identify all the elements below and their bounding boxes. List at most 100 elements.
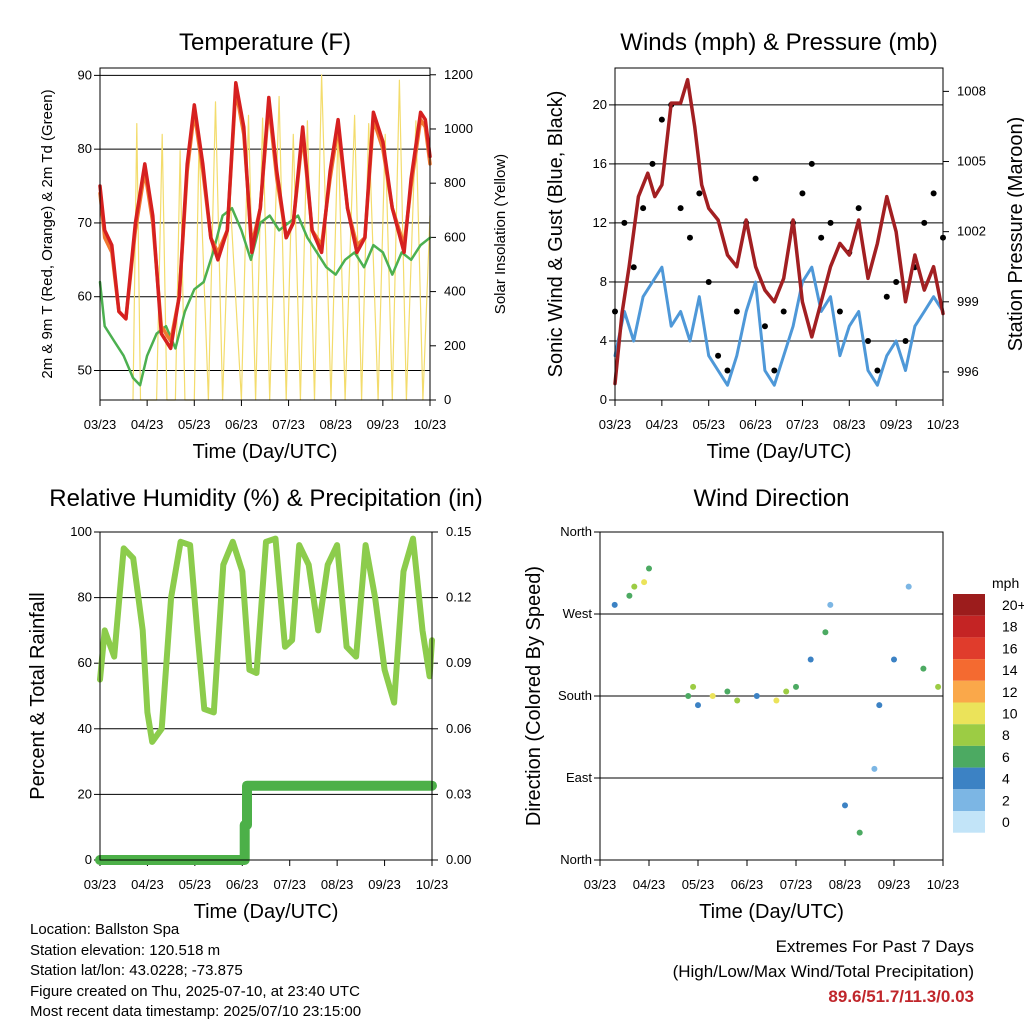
- direction-point: [891, 656, 897, 663]
- y-tick-label: East: [566, 770, 592, 785]
- legend-label: 14: [1002, 662, 1018, 678]
- y-tick-label: North: [560, 852, 592, 867]
- x-tick-label: 06/23: [225, 417, 258, 432]
- y2-tick-label: 0.12: [446, 590, 471, 605]
- x-tick-label: 03/23: [599, 417, 632, 432]
- gust-point: [715, 352, 722, 359]
- direction-point: [905, 583, 912, 590]
- x-tick-label: 10/23: [927, 417, 960, 432]
- x-axis-label: Time (Day/UTC): [194, 901, 339, 923]
- y-tick-label: 60: [78, 655, 92, 670]
- x-tick-label: 08/23: [829, 877, 862, 892]
- direction-point: [935, 683, 942, 690]
- x-tick-label: 08/23: [319, 417, 352, 432]
- legend-swatch: [953, 637, 985, 660]
- y-tick-label: 80: [78, 590, 92, 605]
- x-tick-label: 04/23: [131, 877, 164, 892]
- x-tick-label: 10/23: [927, 877, 960, 892]
- chart-title: Relative Humidity (%) & Precipitation (i…: [49, 485, 482, 512]
- series-line: [95, 780, 437, 865]
- y-tick-label: 12: [593, 215, 607, 230]
- direction-point: [827, 601, 834, 608]
- direction-point: [783, 688, 790, 695]
- x-tick-label: 04/23: [131, 417, 164, 432]
- x-tick-label: 10/23: [416, 877, 449, 892]
- gust-point: [902, 337, 909, 344]
- x-axis-label: Time (Day/UTC): [699, 901, 844, 923]
- x-tick-label: 05/23: [179, 877, 212, 892]
- legend-swatch: [953, 724, 985, 746]
- y-axis-label: Percent & Total Rainfall: [27, 592, 49, 800]
- chart-title: Winds (mph) & Pressure (mb): [620, 29, 937, 56]
- legend-label: 12: [1002, 684, 1018, 700]
- gust-point: [780, 308, 787, 315]
- gust-point: [855, 205, 862, 212]
- station-latlon: Station lat/lon: 43.0228; -73.875: [30, 962, 243, 980]
- gust-point: [658, 116, 665, 123]
- gust-point: [640, 205, 647, 212]
- plot-frame: [99, 531, 433, 861]
- gust-point: [696, 190, 703, 197]
- y-tick-label: 0: [600, 392, 607, 407]
- gust-point: [686, 234, 693, 241]
- chart-title: Temperature (F): [179, 29, 351, 56]
- x-tick-label: 09/23: [880, 417, 913, 432]
- direction-point: [641, 579, 648, 586]
- y2-tick-label: 0: [444, 392, 451, 407]
- series-line: [613, 265, 945, 387]
- x-tick-label: 03/23: [584, 877, 617, 892]
- gust-point: [677, 205, 684, 212]
- legend-swatch: [953, 594, 985, 616]
- direction-point: [871, 765, 878, 772]
- gust-point: [836, 308, 843, 315]
- gust-point: [827, 219, 834, 226]
- legend-label: 18: [1002, 619, 1018, 635]
- y-tick-label: 20: [593, 97, 607, 112]
- x-tick-label: 07/23: [786, 417, 819, 432]
- y2-tick-label: 400: [444, 284, 466, 299]
- x-tick-label: 05/23: [692, 417, 725, 432]
- plot-frame: [99, 67, 431, 401]
- direction-point: [685, 693, 692, 699]
- direction-point: [695, 702, 701, 709]
- legend-swatch: [953, 767, 985, 790]
- direction-point: [920, 665, 927, 672]
- x-tick-label: 03/23: [84, 417, 117, 432]
- x-tick-label: 09/23: [367, 417, 400, 432]
- x-tick-label: 07/23: [780, 877, 813, 892]
- y-axis-label: Direction (Colored By Speed): [523, 566, 545, 826]
- x-tick-label: 08/23: [833, 417, 866, 432]
- gust-point: [752, 175, 759, 182]
- gust-point: [630, 264, 637, 271]
- gust-point: [874, 367, 881, 374]
- direction-point: [709, 693, 716, 699]
- y2-tick-label: 0.06: [446, 721, 471, 736]
- y2-axis-label: Solar Insolation (Yellow): [492, 154, 509, 314]
- gust-point: [799, 190, 806, 197]
- legend-swatch: [953, 702, 985, 725]
- direction-point: [626, 592, 633, 599]
- gust-point: [808, 160, 815, 167]
- gust-point: [705, 278, 712, 285]
- y2-tick-label: 0.09: [446, 655, 471, 670]
- x-tick-label: 07/23: [273, 877, 306, 892]
- gust-point: [649, 160, 656, 167]
- direction-point: [793, 683, 799, 690]
- direction-point: [646, 565, 652, 572]
- y-tick-label: West: [563, 606, 593, 621]
- gust-point: [733, 308, 740, 315]
- y-tick-label: 8: [600, 274, 607, 289]
- direction-point: [822, 629, 829, 636]
- y2-tick-label: 0.03: [446, 786, 471, 801]
- series-line: [97, 535, 435, 745]
- gust-point: [893, 278, 900, 285]
- legend-label: 4: [1002, 771, 1010, 787]
- station-location: Location: Ballston Spa: [30, 921, 180, 938]
- y-tick-label: North: [560, 524, 592, 539]
- x-tick-label: 05/23: [178, 417, 211, 432]
- legend-swatch: [953, 615, 985, 638]
- gust-point: [930, 190, 937, 197]
- y2-tick-label: 1005: [957, 154, 986, 169]
- y2-tick-label: 1008: [957, 83, 986, 98]
- y-tick-label: 16: [593, 156, 607, 171]
